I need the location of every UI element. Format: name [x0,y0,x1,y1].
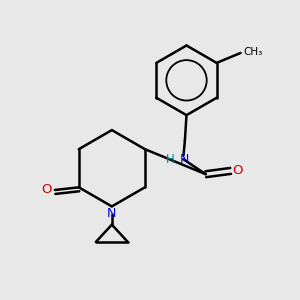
Text: O: O [233,164,243,177]
Text: O: O [42,184,52,196]
Text: N: N [107,207,116,220]
Text: H: H [166,153,175,166]
Text: CH₃: CH₃ [243,47,262,57]
Text: N: N [180,153,190,166]
